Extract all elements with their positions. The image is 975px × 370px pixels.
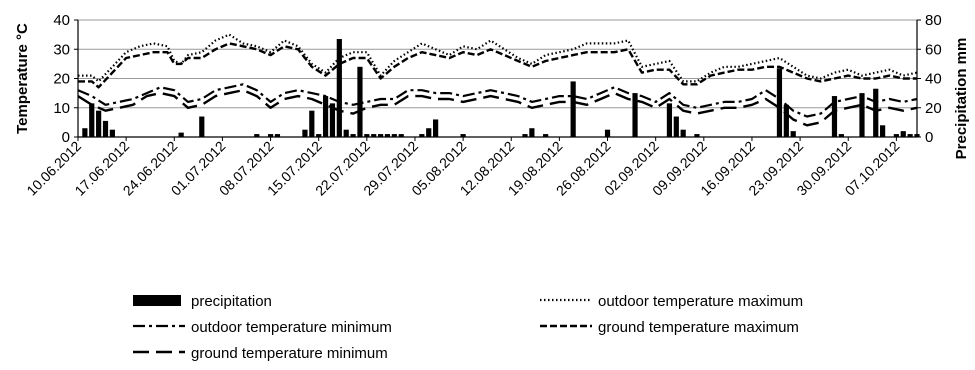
precipitation-bar: [419, 134, 425, 137]
precipitation-bar: [343, 129, 349, 137]
precipitation-bar: [680, 129, 686, 137]
y-left-tick-label: 10: [53, 100, 70, 117]
precipitation-bar: [336, 39, 342, 138]
precipitation-bar: [673, 116, 679, 137]
y-left-tick-label: 20: [53, 71, 70, 88]
precipitation-bars: [82, 39, 920, 138]
precipitation-bar: [384, 134, 391, 137]
precipitation-bar: [96, 110, 102, 137]
legend-label: ground temperature minimum: [191, 345, 388, 362]
legend-label: precipitation: [191, 293, 272, 310]
precipitation-bar: [873, 88, 879, 137]
y-left-tick-label: 40: [53, 12, 70, 29]
x-axis-ticks: 10.06.201217.06.201224.06.201201.07.2012…: [23, 137, 903, 199]
precipitation-bar: [274, 134, 281, 137]
y-right-tick-label: 40: [925, 71, 942, 88]
precipitation-bar: [790, 131, 796, 137]
precipitation-bar: [109, 129, 115, 137]
y-right-tick-label: 60: [925, 41, 942, 58]
precipitation-bar: [880, 125, 886, 137]
precipitation-bar: [632, 93, 638, 137]
precipitation-bar: [357, 66, 363, 137]
legend-item-precipitation: precipitation: [133, 293, 272, 310]
precipitation-bar: [350, 134, 356, 137]
precipitation-bar: [82, 128, 88, 137]
precipitation-bar: [460, 134, 466, 137]
precipitation-bar: [529, 128, 535, 137]
precipitation-bar: [309, 110, 315, 137]
precipitation-bar: [377, 134, 384, 137]
precipitation-bar: [900, 131, 906, 137]
legend-item-out-max: outdoor temperature maximum: [540, 293, 803, 310]
y-right-tick-label: 80: [925, 12, 942, 29]
precipitation-bar: [522, 134, 528, 137]
precipitation-bar: [364, 134, 370, 137]
y-right-tick-label: 0: [925, 129, 933, 146]
precipitation-bar: [199, 116, 205, 137]
precipitation-bar: [838, 134, 844, 137]
precipitation-bar: [398, 134, 404, 137]
temperature-lines: [77, 33, 918, 127]
precipitation-bar: [783, 104, 789, 137]
precipitation-bar: [329, 103, 336, 137]
y-left-tick-label: 0: [62, 129, 70, 146]
precipitation-bar: [907, 134, 913, 137]
precipitation-bar: [89, 103, 95, 137]
legend-item-out-min: outdoor temperature minimum: [133, 319, 392, 336]
precipitation-bar: [570, 81, 576, 137]
precipitation-bar: [316, 134, 322, 137]
series-line-out-min: [77, 83, 918, 118]
precipitation-bar: [254, 134, 260, 137]
y-right-tick-label: 20: [925, 100, 942, 117]
gridlines: [78, 19, 917, 109]
precipitation-bar: [604, 129, 611, 137]
precipitation-bar: [831, 96, 838, 137]
precipitation-bar: [893, 134, 899, 137]
legend-item-gnd-max: ground temperature maximum: [540, 319, 799, 336]
precipitation-bar: [694, 134, 700, 137]
legend-label: ground temperature maximum: [598, 319, 799, 336]
precipitation-bar: [776, 68, 783, 137]
legend: precipitation outdoor temperature maximum…: [133, 293, 803, 362]
precipitation-bar: [666, 103, 673, 137]
precipitation-bar: [543, 134, 549, 137]
precipitation-bar: [302, 129, 308, 137]
legend-swatch: [133, 295, 181, 306]
precipitation-bar: [322, 96, 329, 137]
precipitation-bar: [178, 132, 184, 137]
y-axis-left-label: Temperature °C: [14, 23, 31, 134]
y-left-tick-label: 30: [53, 41, 70, 58]
precipitation-bar: [371, 134, 377, 137]
series-line-gnd-max: [78, 42, 917, 89]
precipitation-bar: [391, 134, 397, 137]
precipitation-bar: [433, 119, 439, 137]
precipitation-bar: [859, 93, 865, 137]
legend-label: outdoor temperature maximum: [598, 293, 803, 310]
y-axis-left-ticks: 0 10 20 30 40: [53, 12, 78, 146]
legend-item-gnd-min: ground temperature minimum: [133, 345, 388, 362]
legend-label: outdoor temperature minimum: [191, 319, 392, 336]
precipitation-bar: [102, 120, 109, 137]
precipitation-bar: [426, 128, 432, 137]
y-axis-right-label: Precipitation mm: [953, 38, 970, 160]
precipitation-bar: [267, 134, 274, 137]
series-line-out-max: [78, 33, 918, 83]
series-line-gnd-min: [77, 88, 918, 127]
y-axis-right-ticks: 0 20 40 60 80: [917, 12, 942, 146]
